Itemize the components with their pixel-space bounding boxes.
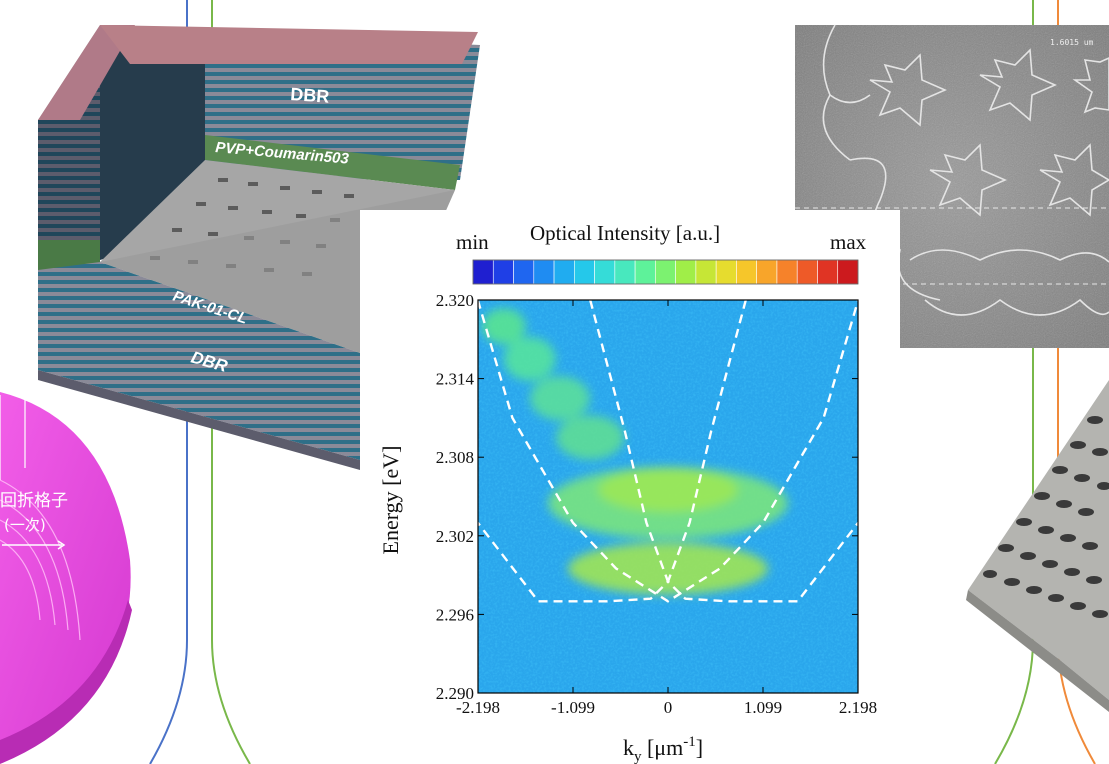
colorbar-cell — [472, 259, 494, 285]
colorbar-cell — [675, 259, 697, 285]
y-tick-label: 2.296 — [436, 605, 474, 624]
colorbar-cell — [533, 259, 555, 285]
sem-scale-label: 1.6015 um — [1050, 38, 1094, 47]
x-axis-label-unit-open: [μm — [641, 735, 683, 760]
intensity-region — [556, 415, 625, 460]
x-axis-label-main: k — [623, 735, 634, 760]
x-tick-label: 2.198 — [839, 698, 877, 717]
y-tick-label: 2.308 — [436, 448, 474, 467]
grating-label-line1: 回折格子 — [0, 491, 68, 511]
colorbar-cell — [776, 259, 798, 285]
colorbar-cell — [513, 259, 535, 285]
colorbar-max-label: max — [830, 230, 867, 254]
x-axis-label-sub: y — [634, 749, 642, 764]
y-tick-label: 2.290 — [436, 684, 474, 703]
colorbar-cell — [553, 259, 575, 285]
colorbar-cell — [594, 259, 616, 285]
colorbar-cell — [574, 259, 595, 285]
x-tick-label: -2.198 — [456, 698, 500, 717]
colorbar-cell — [695, 259, 717, 285]
colorbar-min-label: min — [456, 230, 489, 254]
heatmap-area — [478, 300, 858, 693]
colorbar-cell — [837, 259, 859, 285]
intensity-region — [529, 376, 590, 421]
circular-grating-disk — [0, 392, 132, 764]
dispersion-curve — [589, 300, 858, 603]
colorbar-cell — [614, 259, 636, 285]
colorbar-title: Optical Intensity [a.u.] — [530, 221, 720, 245]
dispersion-heatmap-chart: min Optical Intensity [a.u.] max -2.198-… — [360, 210, 900, 764]
colorbar-cell — [492, 259, 514, 285]
colorbar — [472, 259, 859, 285]
colorbar-cell — [817, 259, 839, 285]
intensity-region — [598, 467, 738, 512]
intensity-region — [503, 336, 556, 381]
colorbar-cell — [634, 259, 656, 285]
y-tick-label: 2.320 — [436, 291, 474, 310]
y-tick-label: 2.302 — [436, 527, 474, 546]
x-axis-label-sup: -1 — [683, 734, 696, 750]
y-axis-label: Energy [eV] — [378, 446, 403, 555]
x-tick-label: 0 — [664, 698, 673, 717]
colorbar-cell — [655, 259, 676, 285]
colorbar-cell — [736, 259, 757, 285]
intensity-region — [481, 308, 526, 345]
grating-label-line2: (一次) — [4, 516, 46, 534]
dbr-top-label: DBR — [290, 84, 330, 107]
dispersion-curve — [478, 300, 858, 603]
x-axis-label: ky [μm-1] — [623, 734, 703, 764]
colorbar-cell — [756, 259, 778, 285]
colorbar-cell — [796, 259, 818, 285]
x-tick-label: 1.099 — [744, 698, 782, 717]
x-axis-label-unit-close: ] — [696, 735, 703, 760]
photonic-crystal-slab — [966, 380, 1109, 712]
colorbar-frame — [472, 259, 859, 285]
y-tick-label: 2.314 — [436, 370, 475, 389]
axis-ticks: -2.198 -1.099 0 1.099 2.198 2.290 2.296 2.302 2.… — [436, 291, 877, 717]
colorbar-cell — [715, 259, 737, 285]
dispersion-curve — [478, 300, 747, 603]
intensity-region — [568, 542, 768, 595]
x-tick-label: -1.099 — [551, 698, 595, 717]
dbr-cavity-3d — [38, 25, 480, 470]
